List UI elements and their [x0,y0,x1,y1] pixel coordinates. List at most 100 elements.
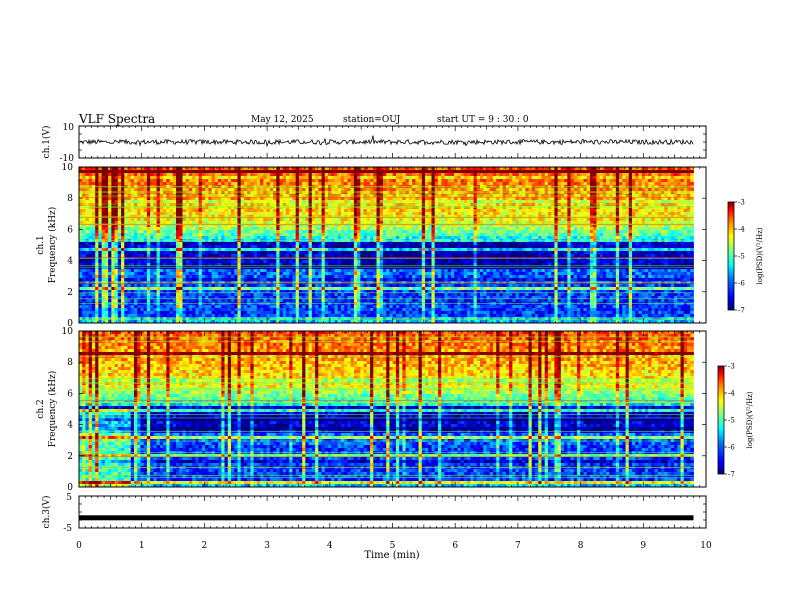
spectrogram-cell [231,233,235,237]
spectrogram-cell [632,230,636,234]
spectrogram-cell [386,227,390,231]
spectrogram-cell [505,170,510,174]
spectrogram-cell [98,209,103,213]
spectrogram-cell [638,209,643,213]
spectrogram-cell [331,218,335,222]
spectrogram-cell [218,179,222,183]
spectrogram-cell [499,191,504,195]
spectrogram-cell [153,167,158,171]
spectrogram-cell [234,224,238,228]
spectrogram-cell [328,212,332,216]
spectrogram-cell [399,233,403,237]
spectrogram-cell [428,173,432,177]
spectrogram-cell [577,230,581,234]
spectrogram-cell [674,197,678,201]
spectrogram-cell [641,173,646,177]
spectrogram-cell [405,212,410,216]
spectrogram-cell [522,233,526,237]
spectrogram-cell [415,179,419,183]
spectrogram-cell [648,227,652,231]
spectrogram-cell [273,212,277,216]
spectrogram-cell [347,224,352,228]
spectrogram-cell [593,176,597,180]
spectrogram-cell [473,167,478,171]
spectrogram-cell [153,203,158,207]
spectrogram-cell [334,176,339,180]
spectrogram-cell [664,233,668,237]
spectrogram-cell [412,173,416,177]
spectrogram-cell [628,176,633,180]
spectrogram-cell [353,191,358,195]
spectrogram-cell [243,203,248,207]
spectrogram-cell [573,233,578,237]
spectrogram-cell [340,203,345,207]
spectrogram-cell [292,191,297,195]
spectrogram-cell [664,209,668,213]
spectrogram-cell [295,233,300,237]
spectrogram-cell [570,221,575,225]
spectrogram-cell [573,218,578,222]
spectrogram-cell [589,182,594,186]
spectrogram-cell [98,191,103,195]
spectrogram-cell [130,203,135,207]
spectrogram-cell [606,236,610,240]
spectrogram-cell [486,167,491,171]
spectrogram-cell [224,233,229,237]
spectrogram-cell [182,176,187,180]
spectrogram-cell [376,197,381,201]
spectrogram-cell [492,212,497,216]
spectrogram-cell [518,173,523,177]
spectrogram-cell [182,182,187,186]
spectrogram-cell [674,209,678,213]
spectrogram-cell [467,224,471,228]
spectrogram-cell [476,179,481,183]
spectrogram-cell [101,233,106,237]
spectrogram-cell [201,179,206,183]
spectrogram-cell [201,188,206,192]
spectrogram-cell [179,218,183,222]
spectrogram-cell [318,203,322,207]
spectrogram-cell [146,242,151,246]
spectrogram-cell [260,227,264,231]
spectrogram-cell [632,233,636,237]
spectrogram-cell [619,170,623,174]
spectrogram-cell [266,209,271,213]
spectrogram-cell [534,224,539,228]
spectrogram-cell [635,224,639,228]
spectrogram-cell [492,227,497,231]
spectrogram-cell [551,167,555,171]
spectrogram-cell [231,218,235,222]
spectrogram-cell [661,200,665,204]
spectrogram-cell [243,197,248,201]
spectrogram-cell [547,221,552,225]
spectrogram-cell [308,176,313,180]
spectrogram-cell [470,212,474,216]
spectrogram-cell [172,191,177,195]
spectrogram-cell [279,212,284,216]
spectrogram-cell [95,209,99,213]
spectrogram-cell [328,227,332,231]
spectrogram-cell [654,167,659,171]
spectrogram-cell [648,170,652,174]
spectrogram-cell [169,188,174,192]
spectrogram-cell [473,170,478,174]
spectrogram-cell [502,179,507,183]
spectrogram-cell [421,212,426,216]
spectrogram-cell [609,182,614,186]
spectrogram-cell [192,173,196,177]
spectrogram-cell [418,209,423,213]
spectrogram-cell [644,167,649,171]
spectrogram-cell [589,191,594,195]
spectrogram-cell [408,182,413,186]
spectrogram-cell [670,170,675,174]
spectrogram-cell [340,167,345,171]
spectrogram-cell [124,191,128,195]
spectrogram-cell [273,182,277,186]
spectrogram-cell [389,173,394,177]
spectrogram-cell [431,197,436,201]
spectrogram-cell [370,191,374,195]
spectrogram-cell [146,230,151,234]
spectrogram-cell [648,188,652,192]
spectrogram-cell [383,191,387,195]
spectrogram-cell [515,173,520,177]
